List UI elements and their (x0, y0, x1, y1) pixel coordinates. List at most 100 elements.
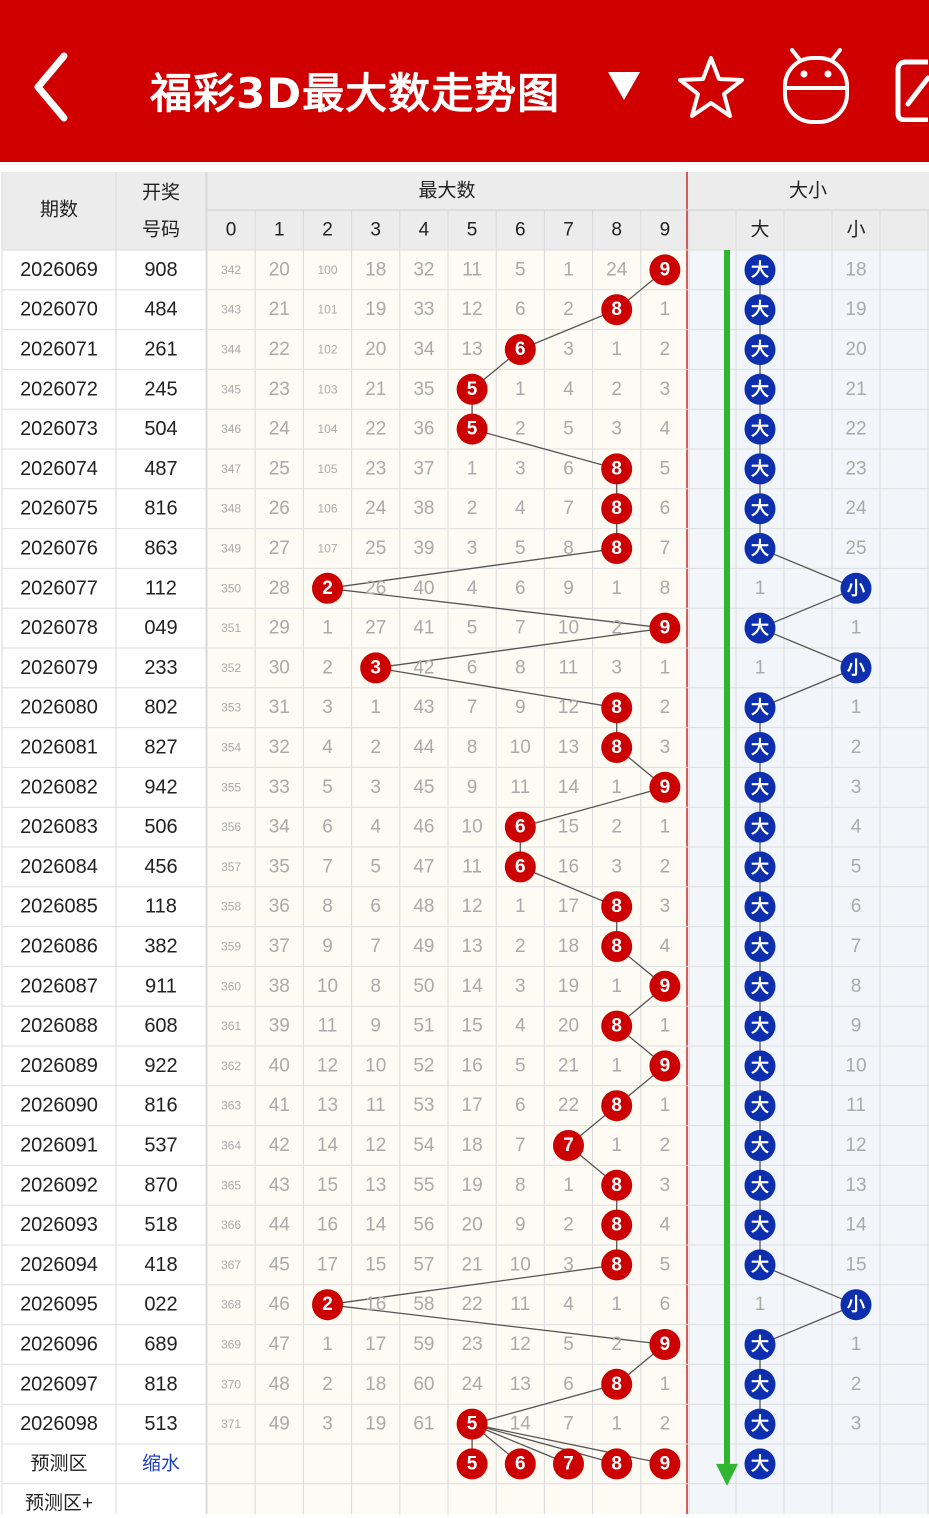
max-ball (601, 294, 633, 326)
max-ball-label: 2 (322, 1294, 333, 1315)
miss-cell: 26 (365, 578, 386, 599)
max-ball (504, 334, 536, 365)
big-ball (744, 1130, 776, 1161)
miss-cell: 10 (510, 737, 531, 758)
predict-ball[interactable] (649, 1448, 681, 1480)
small-miss-cell: 4 (851, 817, 862, 838)
header-digit: 7 (563, 220, 574, 241)
page-title[interactable]: 福彩3D最大数走势图 (150, 69, 561, 118)
big-ball (744, 612, 776, 644)
miss-cell: 5 (660, 458, 671, 479)
miss-cell: 61 (413, 1414, 434, 1435)
miss-cell: 101 (317, 303, 337, 317)
predict-ball[interactable] (504, 1448, 536, 1480)
miss-cell: 48 (269, 1374, 290, 1395)
max-ball-label: 8 (611, 1175, 622, 1196)
big-ball-label: 大 (751, 378, 769, 399)
big-ball-label: 大 (751, 1174, 769, 1195)
miss-cell: 1 (611, 339, 622, 360)
miss-cell: 3 (515, 976, 526, 997)
miss-cell: 6 (467, 657, 478, 678)
big-ball (744, 1090, 776, 1122)
trend-chart-table[interactable]: 期数 开奖 号码 最大数 大小 0 1 2 3 4 5 6 7 8 9 大小 2026069 908 342 20 10… (0, 162, 929, 1514)
miss-cell: 38 (269, 976, 290, 997)
miss-cell: 12 (510, 1334, 531, 1355)
big-ball (744, 1010, 776, 1042)
small-miss-cell: 18 (845, 259, 866, 280)
small-miss-cell: 20 (845, 339, 866, 360)
miss-cell: 5 (515, 538, 526, 559)
period-cell: 2026084 (20, 856, 98, 878)
miss-cell: 2 (467, 498, 478, 519)
max-ball-label: 8 (611, 538, 622, 559)
period-cell: 2026090 (20, 1095, 98, 1117)
shrink-link[interactable]: 缩水 (142, 1452, 180, 1474)
miss-cell: 8 (515, 1175, 526, 1196)
predict-size-ball[interactable] (744, 1448, 776, 1480)
miss-cell: 2 (611, 379, 622, 400)
header-size-group: 大小 (789, 180, 827, 202)
miss-cell: 4 (660, 936, 671, 957)
max-ball (601, 453, 633, 485)
miss-cell: 1 (611, 1135, 622, 1156)
max-ball-label: 8 (611, 299, 622, 320)
draw-cell: 506 (144, 816, 177, 838)
small-miss-cell: 3 (851, 1414, 862, 1435)
small-miss-cell: 6 (851, 896, 862, 917)
miss-cell: 47 (269, 1334, 290, 1355)
edit-icon[interactable] (892, 56, 929, 122)
miss-cell: 22 (269, 339, 290, 360)
period-cell: 2026082 (20, 776, 98, 798)
miss-cell: 16 (365, 1294, 386, 1315)
miss-cell: 46 (413, 817, 434, 838)
max-ball (601, 931, 633, 962)
small-miss-cell: 2 (851, 737, 862, 758)
miss-cell: 23 (462, 1334, 483, 1355)
miss-cell: 11 (510, 1294, 530, 1315)
predict-ball[interactable] (553, 1448, 584, 1480)
period-cell: 2026072 (20, 378, 98, 400)
big-ball-label: 大 (751, 1254, 769, 1275)
small-miss-cell: 12 (845, 1135, 866, 1156)
miss-cell: 17 (558, 896, 579, 917)
miss-cell: 34 (413, 339, 435, 360)
big-miss-cell: 1 (755, 578, 766, 599)
star-icon[interactable] (676, 54, 746, 120)
period-cell: 2026083 (20, 816, 98, 838)
miss-cell: 42 (413, 657, 434, 678)
miss-cell: 24 (269, 419, 291, 440)
header-digit: 9 (660, 220, 671, 241)
big-ball-label: 大 (751, 617, 769, 638)
triangle-down-icon[interactable] (606, 70, 642, 102)
miss-cell: 28 (269, 578, 290, 599)
miss-cell: 17 (317, 1254, 338, 1275)
miss-cell: 359 (221, 940, 241, 954)
miss-cell: 35 (269, 856, 290, 877)
max-ball (360, 652, 392, 684)
miss-cell: 11 (462, 259, 482, 280)
miss-cell: 1 (611, 1414, 622, 1435)
miss-cell: 13 (365, 1175, 386, 1196)
predict-ball[interactable] (601, 1448, 633, 1480)
miss-cell: 10 (317, 976, 338, 997)
miss-cell: 37 (269, 936, 290, 957)
small-ball (840, 1289, 872, 1321)
predict-ball-label: 7 (563, 1453, 574, 1474)
max-ball (649, 254, 681, 286)
header-digit: 0 (226, 220, 237, 241)
miss-cell: 13 (462, 936, 483, 957)
miss-cell: 2 (611, 817, 622, 838)
draw-cell: 537 (144, 1135, 177, 1157)
miss-cell: 18 (462, 1135, 483, 1156)
miss-cell: 41 (413, 618, 434, 639)
predict-plus-label: 预测区+ (25, 1492, 93, 1514)
miss-cell: 362 (221, 1059, 241, 1073)
back-arrow-icon[interactable] (28, 52, 78, 122)
miss-cell: 12 (558, 697, 579, 718)
max-ball (312, 572, 343, 604)
robot-icon[interactable] (780, 46, 852, 126)
big-ball-label: 大 (751, 776, 769, 797)
small-miss-cell: 1 (851, 697, 862, 718)
predict-ball[interactable] (456, 1448, 488, 1480)
miss-cell: 24 (606, 259, 628, 280)
